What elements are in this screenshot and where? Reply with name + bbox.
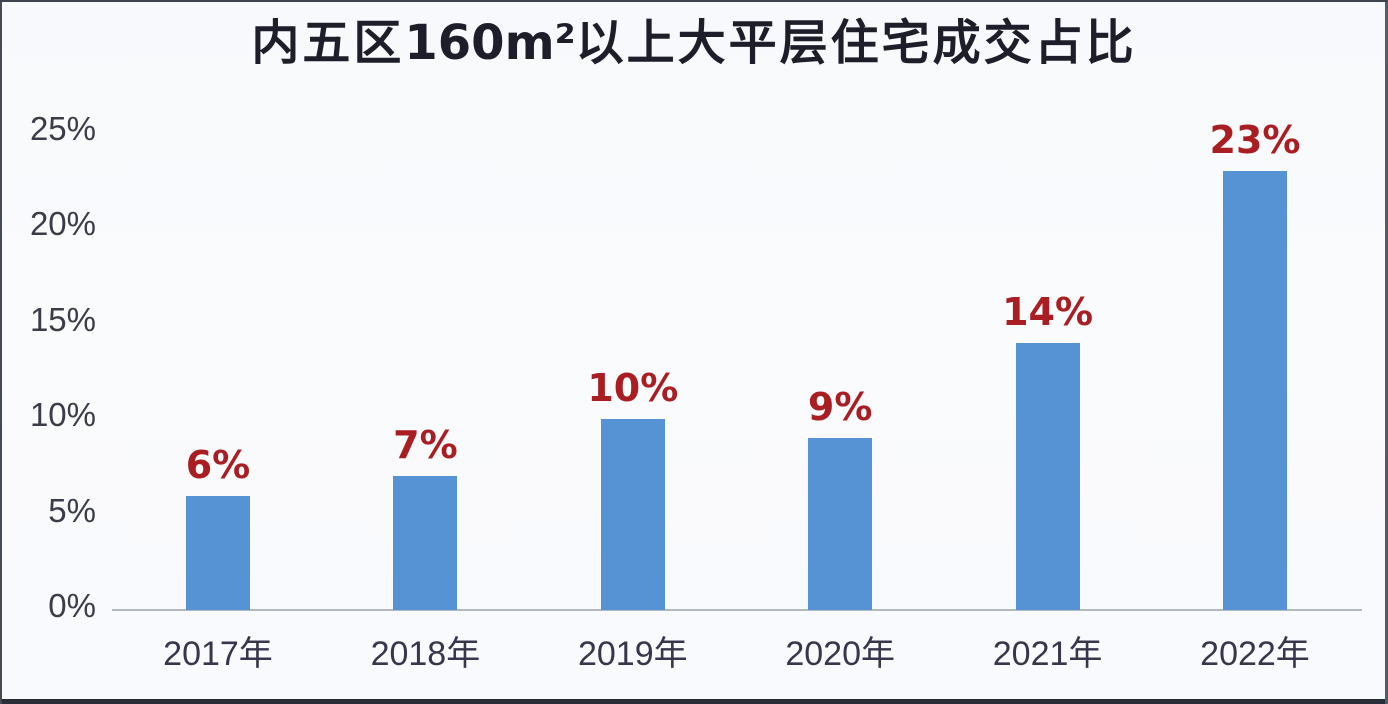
x-axis-label: 2020年	[785, 635, 895, 673]
chart-title-prefix: 内五区	[251, 17, 405, 70]
bar-value-label: 10%	[587, 366, 679, 411]
bar-value-label: 14%	[1002, 289, 1094, 334]
x-axis-label: 2022年	[1200, 635, 1310, 673]
y-tick-label: 15%	[29, 300, 96, 338]
x-axis-label: 2018年	[370, 635, 481, 673]
bar	[808, 438, 873, 610]
y-tick-label: 20%	[29, 205, 96, 243]
x-axis-label: 2019年	[577, 635, 688, 673]
y-tick-label: 5%	[48, 491, 96, 529]
bar-value-label: 23%	[1209, 118, 1301, 163]
bar	[186, 495, 250, 610]
chart-title-suffix: 以上大平层住宅成交占比	[575, 17, 1137, 70]
y-tick-label: 25%	[29, 110, 96, 147]
bar	[600, 419, 665, 610]
x-axis-label: 2021年	[992, 635, 1103, 673]
bar	[1223, 171, 1287, 610]
x-axis-line	[112, 609, 1362, 611]
y-tick-label: 0%	[48, 587, 96, 624]
chart-title: 内五区160m²以上大平层住宅成交占比	[0, 14, 1388, 73]
bar-value-label: 7%	[393, 423, 458, 468]
bar-value-label: 6%	[185, 442, 251, 487]
y-tick-label: 10%	[29, 396, 96, 434]
chart-title-area-value: 160m²	[404, 15, 576, 71]
bar	[393, 476, 458, 610]
bar-value-label: 9%	[807, 385, 873, 430]
x-axis-label: 2017年	[163, 635, 273, 673]
bar	[1015, 342, 1080, 610]
